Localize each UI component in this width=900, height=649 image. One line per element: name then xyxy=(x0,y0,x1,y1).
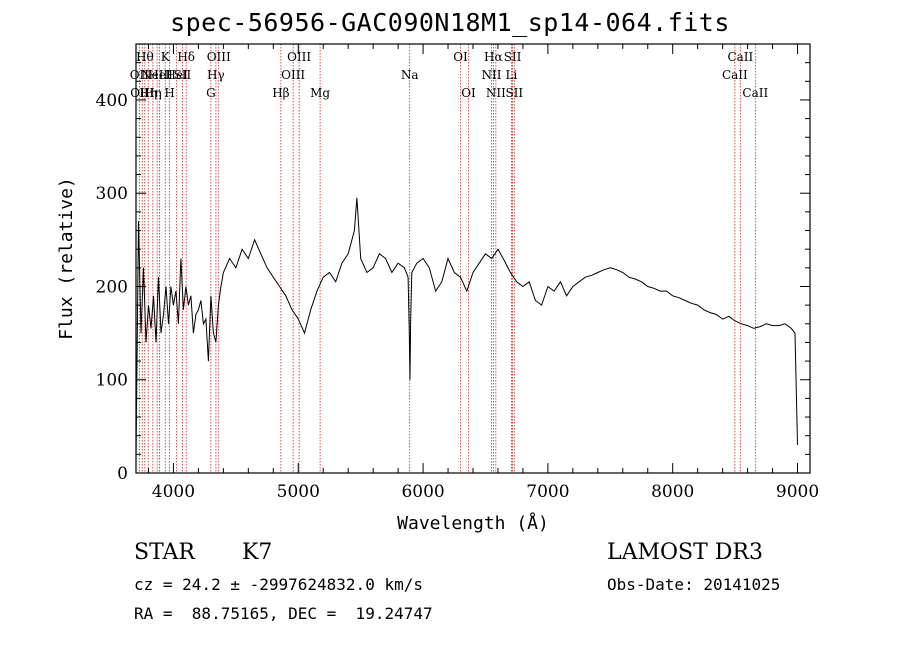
spectral-line-label: Li xyxy=(506,68,518,82)
spectral-line-label: Hη xyxy=(139,86,157,100)
x-tick-label: 7000 xyxy=(526,482,569,502)
spectral-line-label: SII xyxy=(505,86,523,100)
survey-name: LAMOST DR3 xyxy=(607,540,763,565)
spectral-line-label: Hγ xyxy=(207,68,225,82)
spectral-line-label: K xyxy=(161,50,171,64)
x-tick-label: 4000 xyxy=(152,482,195,502)
spectral-line-label: HeI xyxy=(166,68,189,82)
x-tick-label: 5000 xyxy=(277,482,320,502)
spectral-line-label: OI xyxy=(461,86,476,100)
spectral-line-label: OI xyxy=(453,50,468,64)
spectral-line-label: NeIII xyxy=(141,68,173,82)
spectral-line-label: OII xyxy=(130,68,150,82)
flux-series-line xyxy=(135,197,798,460)
spectral-line-label: Hβ xyxy=(272,86,289,100)
spectral-line-label: NII xyxy=(486,86,506,100)
y-tick-label: 0 xyxy=(117,464,128,484)
spectral-line-label: SII xyxy=(504,50,522,64)
x-tick-label: 8000 xyxy=(651,482,694,502)
plot-frame xyxy=(135,43,811,474)
spectral-line-label: OIII xyxy=(281,68,305,82)
spectral-line-label: OIII xyxy=(207,50,231,64)
spectral-line-label: NII xyxy=(481,68,501,82)
coordinates-readout: RA = 88.75165, DEC = 19.24747 xyxy=(134,604,433,623)
spectral-line-label: HeI xyxy=(148,68,171,82)
object-class: STAR xyxy=(134,540,195,565)
spectral-line-label: Hα xyxy=(484,50,503,64)
spectral-line-label: Na xyxy=(401,68,419,82)
observation-date: Obs-Date: 20141025 xyxy=(607,575,781,594)
chart-title: spec-56956-GAC090N18M1_sp14-064.fits xyxy=(170,8,730,37)
x-tick-label: 6000 xyxy=(401,482,444,502)
object-subclass: K7 xyxy=(242,540,273,565)
y-axis-label: Flux (relative) xyxy=(56,177,77,340)
y-tick-label: 400 xyxy=(96,91,128,111)
y-tick-label: 300 xyxy=(96,184,128,204)
spectral-line-label: CaII xyxy=(722,68,748,82)
spectral-line-label: Hθ xyxy=(136,50,154,64)
y-tick-label: 100 xyxy=(96,371,128,391)
spectral-line-label: CaII xyxy=(727,50,753,64)
spectral-line-label: Hη xyxy=(144,86,162,100)
x-axis-label: Wavelength (Å) xyxy=(397,512,549,534)
spectral-line-label: OIII xyxy=(287,50,311,64)
y-tick-label: 200 xyxy=(96,277,128,297)
spectral-line-label: CaII xyxy=(742,86,768,100)
x-tick-label: 9000 xyxy=(776,482,819,502)
spectral-line-label: H xyxy=(164,86,174,100)
spectral-line-label: SII xyxy=(174,68,192,82)
spectral-line-label: Hδ xyxy=(177,50,195,64)
redshift-readout: cz = 24.2 ± -2997624832.0 km/s xyxy=(134,575,423,594)
spectral-line-label: G xyxy=(206,86,216,100)
spectral-line-label: Mg xyxy=(310,86,330,100)
